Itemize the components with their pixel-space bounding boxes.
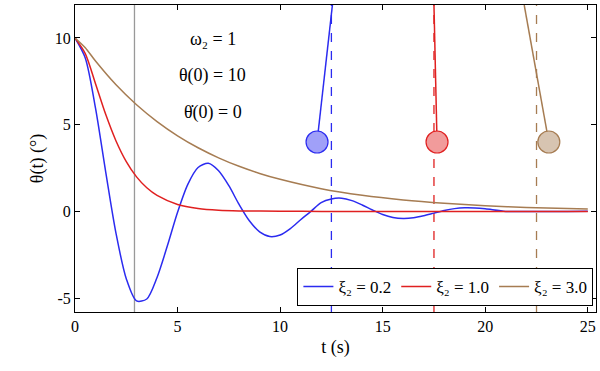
svg-text:ω₂ = 1: ω₂ = 1 [190,29,236,49]
svg-text:ξ₂ = 0.2: ξ₂ = 0.2 [338,278,391,297]
svg-text:t (s): t (s) [321,337,350,358]
svg-text:10: 10 [55,30,71,47]
svg-text:10: 10 [272,318,288,335]
svg-text:ξ₂ = 1.0: ξ₂ = 1.0 [436,278,489,297]
svg-text:15: 15 [375,318,391,335]
svg-text:0: 0 [63,203,71,220]
svg-text:5: 5 [63,116,71,133]
svg-text:θ(0) = 10: θ(0) = 10 [179,65,246,86]
svg-text:25: 25 [580,318,596,335]
svg-text:θ̇(0) = 0: θ̇(0) = 0 [184,102,242,123]
svg-text:θ(t) (°): θ(t) (°) [27,134,48,183]
svg-text:-5: -5 [57,290,70,307]
svg-text:5: 5 [174,318,182,335]
svg-text:0: 0 [71,318,79,335]
svg-text:ξ₂ = 3.0: ξ₂ = 3.0 [534,278,587,297]
svg-text:20: 20 [477,318,493,335]
